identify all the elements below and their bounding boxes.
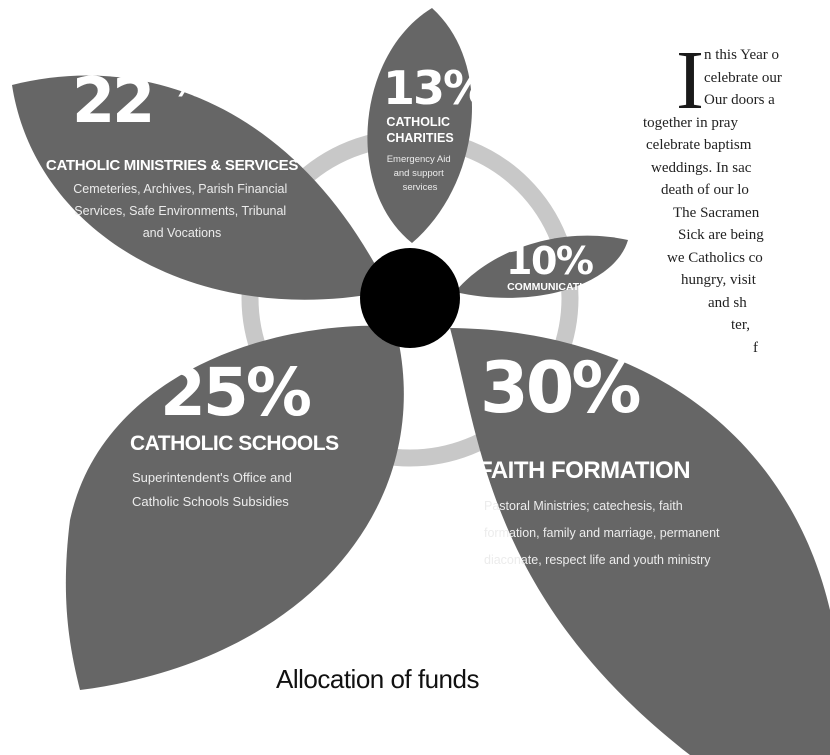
- chart-caption: Allocation of funds: [276, 664, 479, 694]
- article-line: Our doors a: [704, 92, 775, 108]
- article-line: death of our lo: [661, 182, 749, 198]
- slice-value-ministries: 22: [72, 64, 152, 137]
- slice-ministries-services: [12, 75, 389, 300]
- chart-center: [360, 248, 460, 348]
- article-line: together in pray: [643, 114, 738, 131]
- slice-title-ministries: CATHOLIC MINISTRIES & SERVICES: [46, 157, 298, 174]
- article-line: f: [753, 339, 758, 356]
- article-line: ter,: [731, 317, 750, 333]
- slice-desc-faith: Pastoral Ministries; catechesis, faith f…: [484, 499, 723, 567]
- article-line: n this Year o: [704, 47, 780, 63]
- slice-label-schools: 25%: [160, 354, 311, 431]
- slice-title-faith: FAITH FORMATION: [478, 457, 690, 484]
- slice-desc-charities: Emergency Aid and support services: [387, 154, 454, 193]
- slice-label-charities: 13%: [383, 61, 488, 115]
- article-line: weddings. In sac: [651, 159, 752, 176]
- article-text: n this Year o celebrate our Our doors a …: [643, 44, 830, 359]
- slice-label-faith: 30%: [480, 347, 639, 429]
- slice-faith-formation: [450, 328, 830, 755]
- percent-sign: %: [171, 65, 204, 105]
- slice-title-communications: COMMUNICATIONS: [507, 281, 605, 293]
- slice-communications: [455, 235, 628, 298]
- slice-title-schools: CATHOLIC SCHOOLS: [130, 432, 339, 455]
- article-line: Sick are being: [678, 227, 764, 243]
- slice-label-communications: 10%: [506, 239, 593, 283]
- article-dropcap: I: [676, 34, 704, 127]
- article-line: The Sacramen: [673, 204, 760, 221]
- article-line: celebrate our: [704, 69, 782, 86]
- slice-catholic-schools: [65, 325, 404, 690]
- article-line: we Catholics co: [667, 249, 763, 266]
- article-line: and sh: [708, 294, 747, 311]
- slice-label-ministries: 22 %: [72, 64, 204, 137]
- slice-catholic-charities: [367, 8, 472, 243]
- article-line: hungry, visit: [681, 272, 756, 288]
- slice-title-charities: CATHOLIC CHARITIES: [386, 115, 453, 145]
- article-line: celebrate baptism: [646, 137, 752, 153]
- slice-desc-ministries: Cemeteries, Archives, Parish Financial S…: [73, 182, 290, 240]
- slice-desc-schools: Superintendent's Office and Catholic Sch…: [132, 470, 295, 509]
